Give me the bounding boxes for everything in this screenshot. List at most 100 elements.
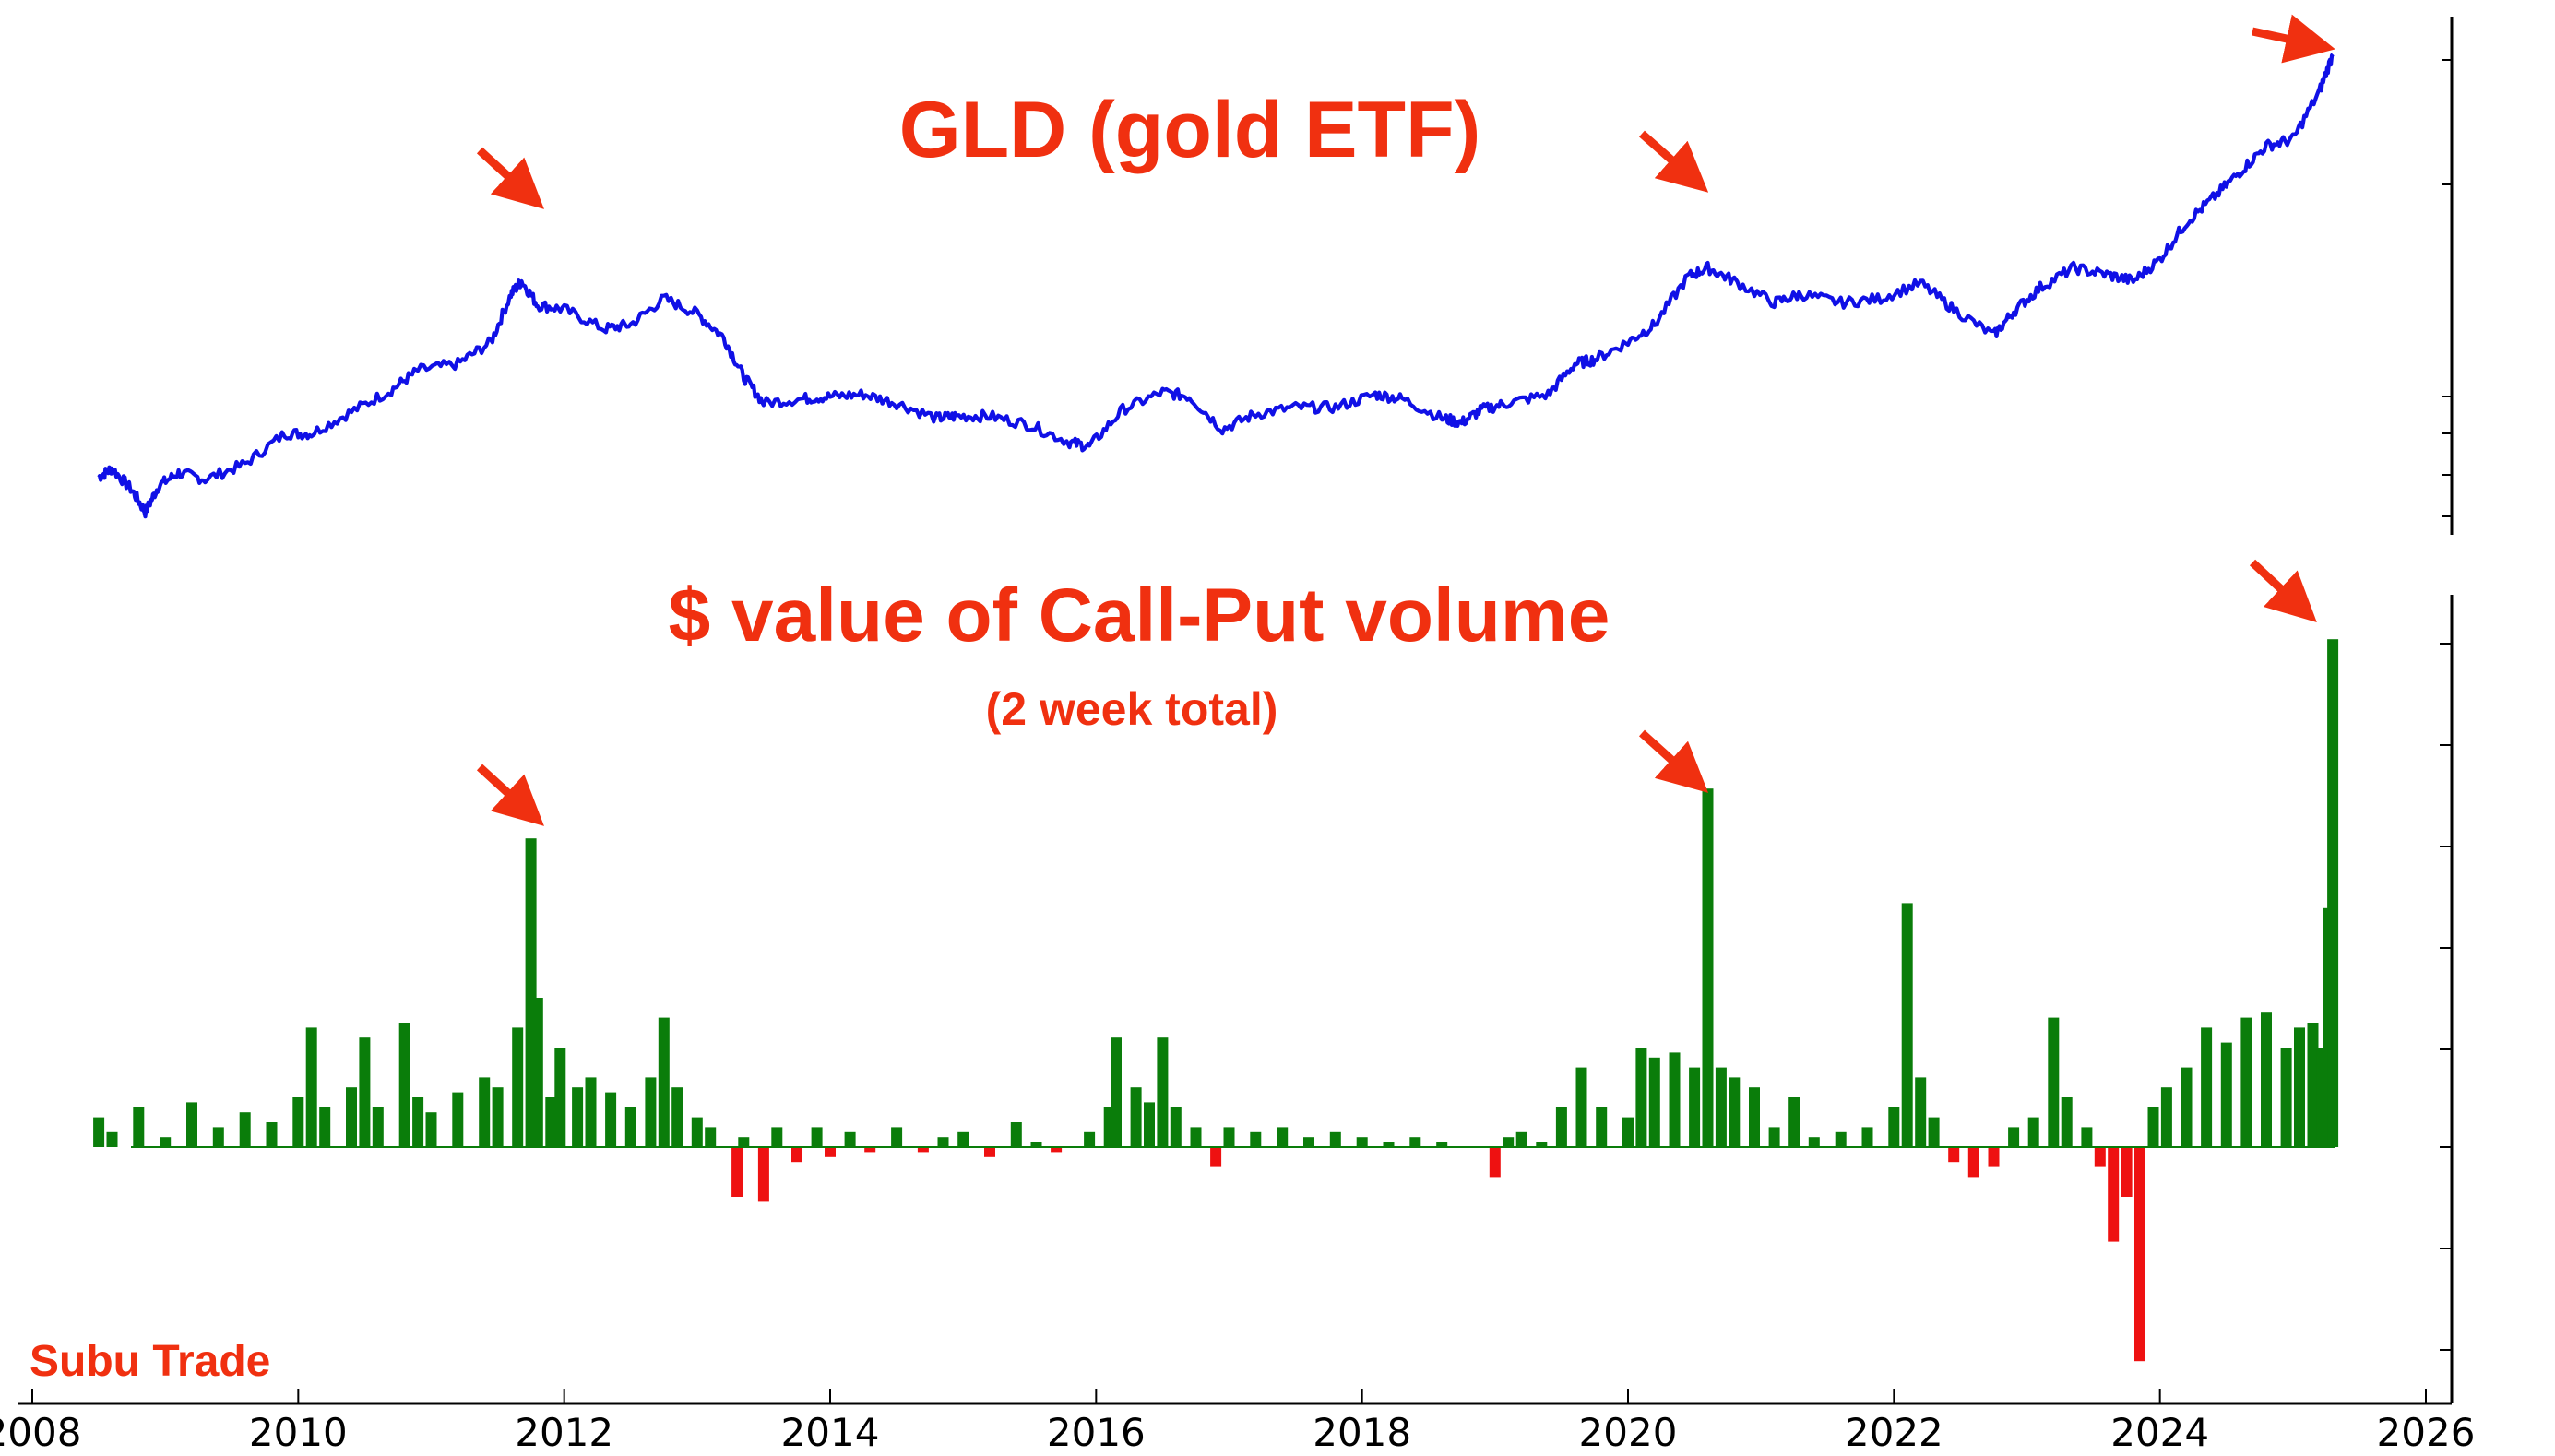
volume-bar xyxy=(1436,1142,1448,1147)
volume-bar xyxy=(2160,1087,2172,1147)
volume-bar xyxy=(984,1147,995,1157)
volume-bar xyxy=(1669,1052,1681,1147)
volume-bar xyxy=(2181,1067,2193,1147)
volume-bar xyxy=(2134,1147,2145,1362)
volume-bar xyxy=(1596,1107,1608,1147)
volume-bar xyxy=(239,1112,251,1147)
volume-bar xyxy=(412,1097,424,1147)
volume-bar xyxy=(1144,1102,1155,1147)
volume-bar xyxy=(1210,1147,1222,1167)
volume-bar xyxy=(398,1023,410,1147)
volume-bar xyxy=(1170,1107,1182,1147)
volume-bar xyxy=(1749,1087,1760,1147)
x-tick-label: 2020 xyxy=(1579,1410,1678,1455)
volume-bar xyxy=(545,1097,557,1147)
volume-bar xyxy=(2008,1127,2020,1147)
volume-bar xyxy=(1648,1057,1660,1147)
volume-bar xyxy=(1768,1127,1780,1147)
volume-bar xyxy=(624,1107,636,1147)
volume-bar xyxy=(2094,1147,2106,1167)
volume-bar xyxy=(2220,1042,2232,1147)
volume-bar xyxy=(791,1147,802,1163)
volume-bar xyxy=(319,1107,331,1147)
volume-bar xyxy=(1715,1067,1727,1147)
x-tick-label: 2012 xyxy=(515,1410,613,1455)
x-axis-ticks: 2008 2010 2012 2014 2016 2018 2020 2022 2024 2026 xyxy=(0,1389,2475,1455)
volume-bar xyxy=(1010,1122,1022,1147)
volume-bar xyxy=(2280,1048,2292,1147)
arrow-2020-peak-volume xyxy=(1638,729,1709,793)
volume-bar xyxy=(512,1027,524,1147)
volume-bar xyxy=(2108,1147,2120,1242)
volume-bar xyxy=(2027,1117,2039,1147)
volume-bar xyxy=(1635,1048,1647,1147)
volume-bar xyxy=(811,1127,823,1147)
volume-bar xyxy=(1928,1117,1940,1147)
volume-bar xyxy=(1702,788,1714,1147)
volume-bar xyxy=(492,1087,504,1147)
volume-bar xyxy=(1689,1067,1701,1147)
price-panel-title: GLD (gold ETF) xyxy=(899,86,1481,174)
volume-bar xyxy=(891,1127,903,1147)
volume-bar xyxy=(2307,1023,2319,1147)
volume-bar xyxy=(2294,1027,2305,1147)
volume-bar xyxy=(645,1077,657,1147)
volume-bar xyxy=(1729,1077,1741,1147)
volume-bar xyxy=(605,1092,617,1147)
volume-bar xyxy=(1277,1127,1289,1147)
x-tick-label: 2008 xyxy=(0,1410,81,1455)
call-put-volume-bars xyxy=(93,639,2339,1362)
volume-bar xyxy=(1111,1037,1122,1147)
volume-bar xyxy=(585,1077,597,1147)
volume-bar xyxy=(425,1112,437,1147)
volume-bar xyxy=(1084,1131,1096,1147)
options-panel: $ value of Call-Put volume (2 week total… xyxy=(93,574,2454,1403)
annotation-arrows xyxy=(476,14,2335,826)
volume-panel-title: $ value of Call-Put volume xyxy=(669,574,1610,657)
volume-bar xyxy=(346,1087,357,1147)
volume-bar xyxy=(186,1102,197,1147)
price-panel: GLD (gold ETF) xyxy=(97,17,2454,535)
arrow-2011-peak-price xyxy=(476,147,544,209)
volume-bar xyxy=(2201,1027,2213,1147)
volume-bar xyxy=(757,1147,769,1202)
volume-bar xyxy=(2048,1017,2060,1147)
volume-bar xyxy=(572,1087,584,1147)
volume-bar xyxy=(1988,1147,2000,1167)
volume-bar xyxy=(1503,1137,1515,1147)
volume-bar xyxy=(1536,1142,1548,1147)
volume-bar xyxy=(1303,1137,1314,1147)
arrow-2020-peak-price xyxy=(1639,130,1709,193)
volume-bar xyxy=(1948,1147,1960,1163)
volume-bar xyxy=(917,1147,929,1153)
volume-bar xyxy=(1130,1087,1142,1147)
volume-bar xyxy=(292,1097,304,1147)
volume-bar xyxy=(554,1048,566,1147)
volume-bar xyxy=(133,1107,145,1147)
x-tick-label: 2016 xyxy=(1047,1410,1146,1455)
volume-bar xyxy=(2261,1012,2272,1147)
volume-bar xyxy=(1409,1137,1421,1147)
volume-bar xyxy=(691,1117,703,1147)
volume-bar xyxy=(1157,1037,1169,1147)
arrow-2025-peak-volume xyxy=(2249,559,2317,623)
volume-bar xyxy=(1356,1137,1368,1147)
price-right-ticks xyxy=(2442,59,2452,517)
volume-bar xyxy=(957,1131,969,1147)
volume-bar xyxy=(106,1131,118,1147)
watermark-text: Subu Trade xyxy=(30,1337,270,1386)
volume-bar xyxy=(1835,1131,1847,1147)
x-tick-label: 2014 xyxy=(781,1410,880,1455)
gld-price-line xyxy=(97,53,2335,519)
volume-bar xyxy=(2327,639,2339,1147)
volume-bar xyxy=(1051,1147,1063,1153)
x-tick-label: 2018 xyxy=(1313,1410,1411,1455)
volume-bar xyxy=(479,1077,491,1147)
arrow-2025-peak-price xyxy=(2252,14,2335,64)
volume-bar xyxy=(658,1017,670,1147)
volume-bar xyxy=(1515,1131,1527,1147)
volume-bar xyxy=(2240,1017,2252,1147)
volume-bar xyxy=(1383,1142,1395,1147)
volume-bar xyxy=(705,1127,717,1147)
